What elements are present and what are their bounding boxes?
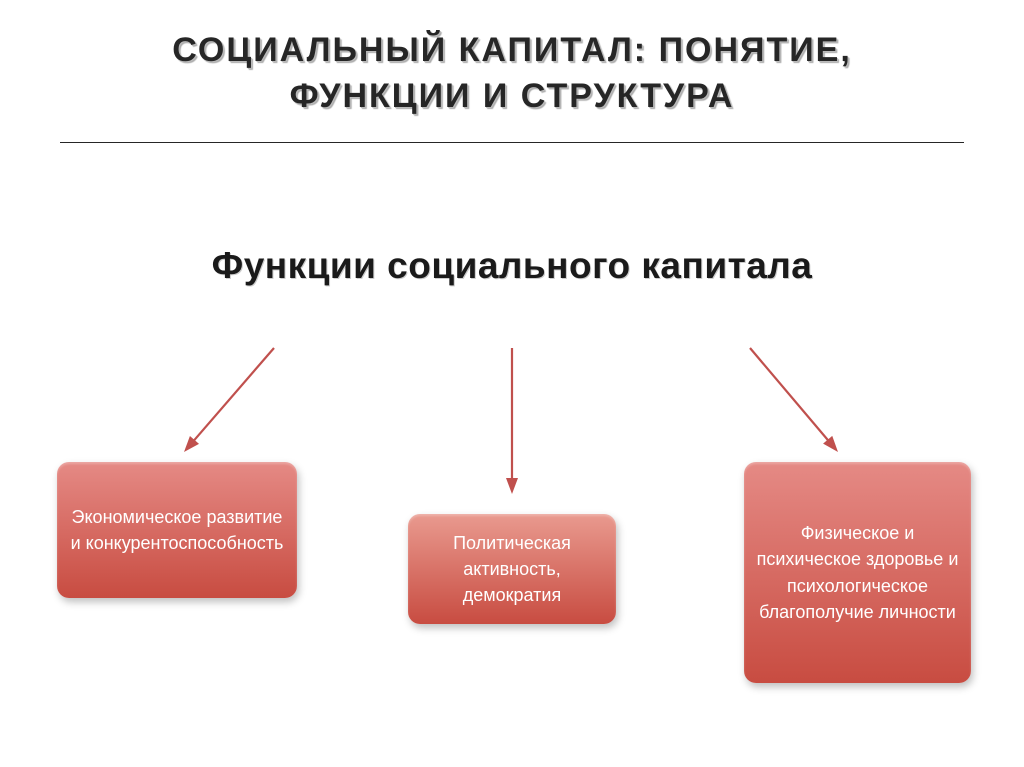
arrows-layer bbox=[0, 348, 1024, 468]
slide-subtitle: Функции социального капитала bbox=[40, 245, 984, 287]
function-box-2: Физическое и психическое здоровье и псих… bbox=[744, 462, 971, 683]
arrow-2 bbox=[740, 338, 848, 462]
function-box-0: Экономическое развитие и конкурентоспосо… bbox=[57, 462, 297, 598]
slide-title: СОЦИАЛЬНЫЙ КАПИТАЛ: ПОНЯТИЕ, ФУНКЦИИ И С… bbox=[40, 28, 984, 142]
function-box-1: Политическая активность, демократия bbox=[408, 514, 616, 624]
boxes-row: Экономическое развитие и конкурентоспосо… bbox=[0, 462, 1024, 712]
slide: СОЦИАЛЬНЫЙ КАПИТАЛ: ПОНЯТИЕ, ФУНКЦИИ И С… bbox=[0, 0, 1024, 767]
arrow-0 bbox=[174, 338, 284, 462]
title-divider bbox=[60, 142, 964, 143]
